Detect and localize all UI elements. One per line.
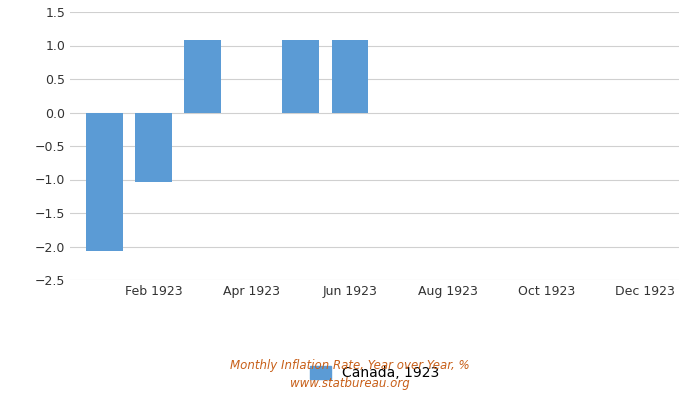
Bar — [135, 112, 172, 182]
Bar — [332, 40, 368, 112]
Bar — [282, 40, 319, 112]
Bar — [184, 40, 221, 112]
Text: Monthly Inflation Rate, Year over Year, %: Monthly Inflation Rate, Year over Year, … — [230, 360, 470, 372]
Bar — [86, 112, 122, 251]
Legend: Canada, 1923: Canada, 1923 — [304, 360, 444, 386]
Text: www.statbureau.org: www.statbureau.org — [290, 377, 410, 390]
